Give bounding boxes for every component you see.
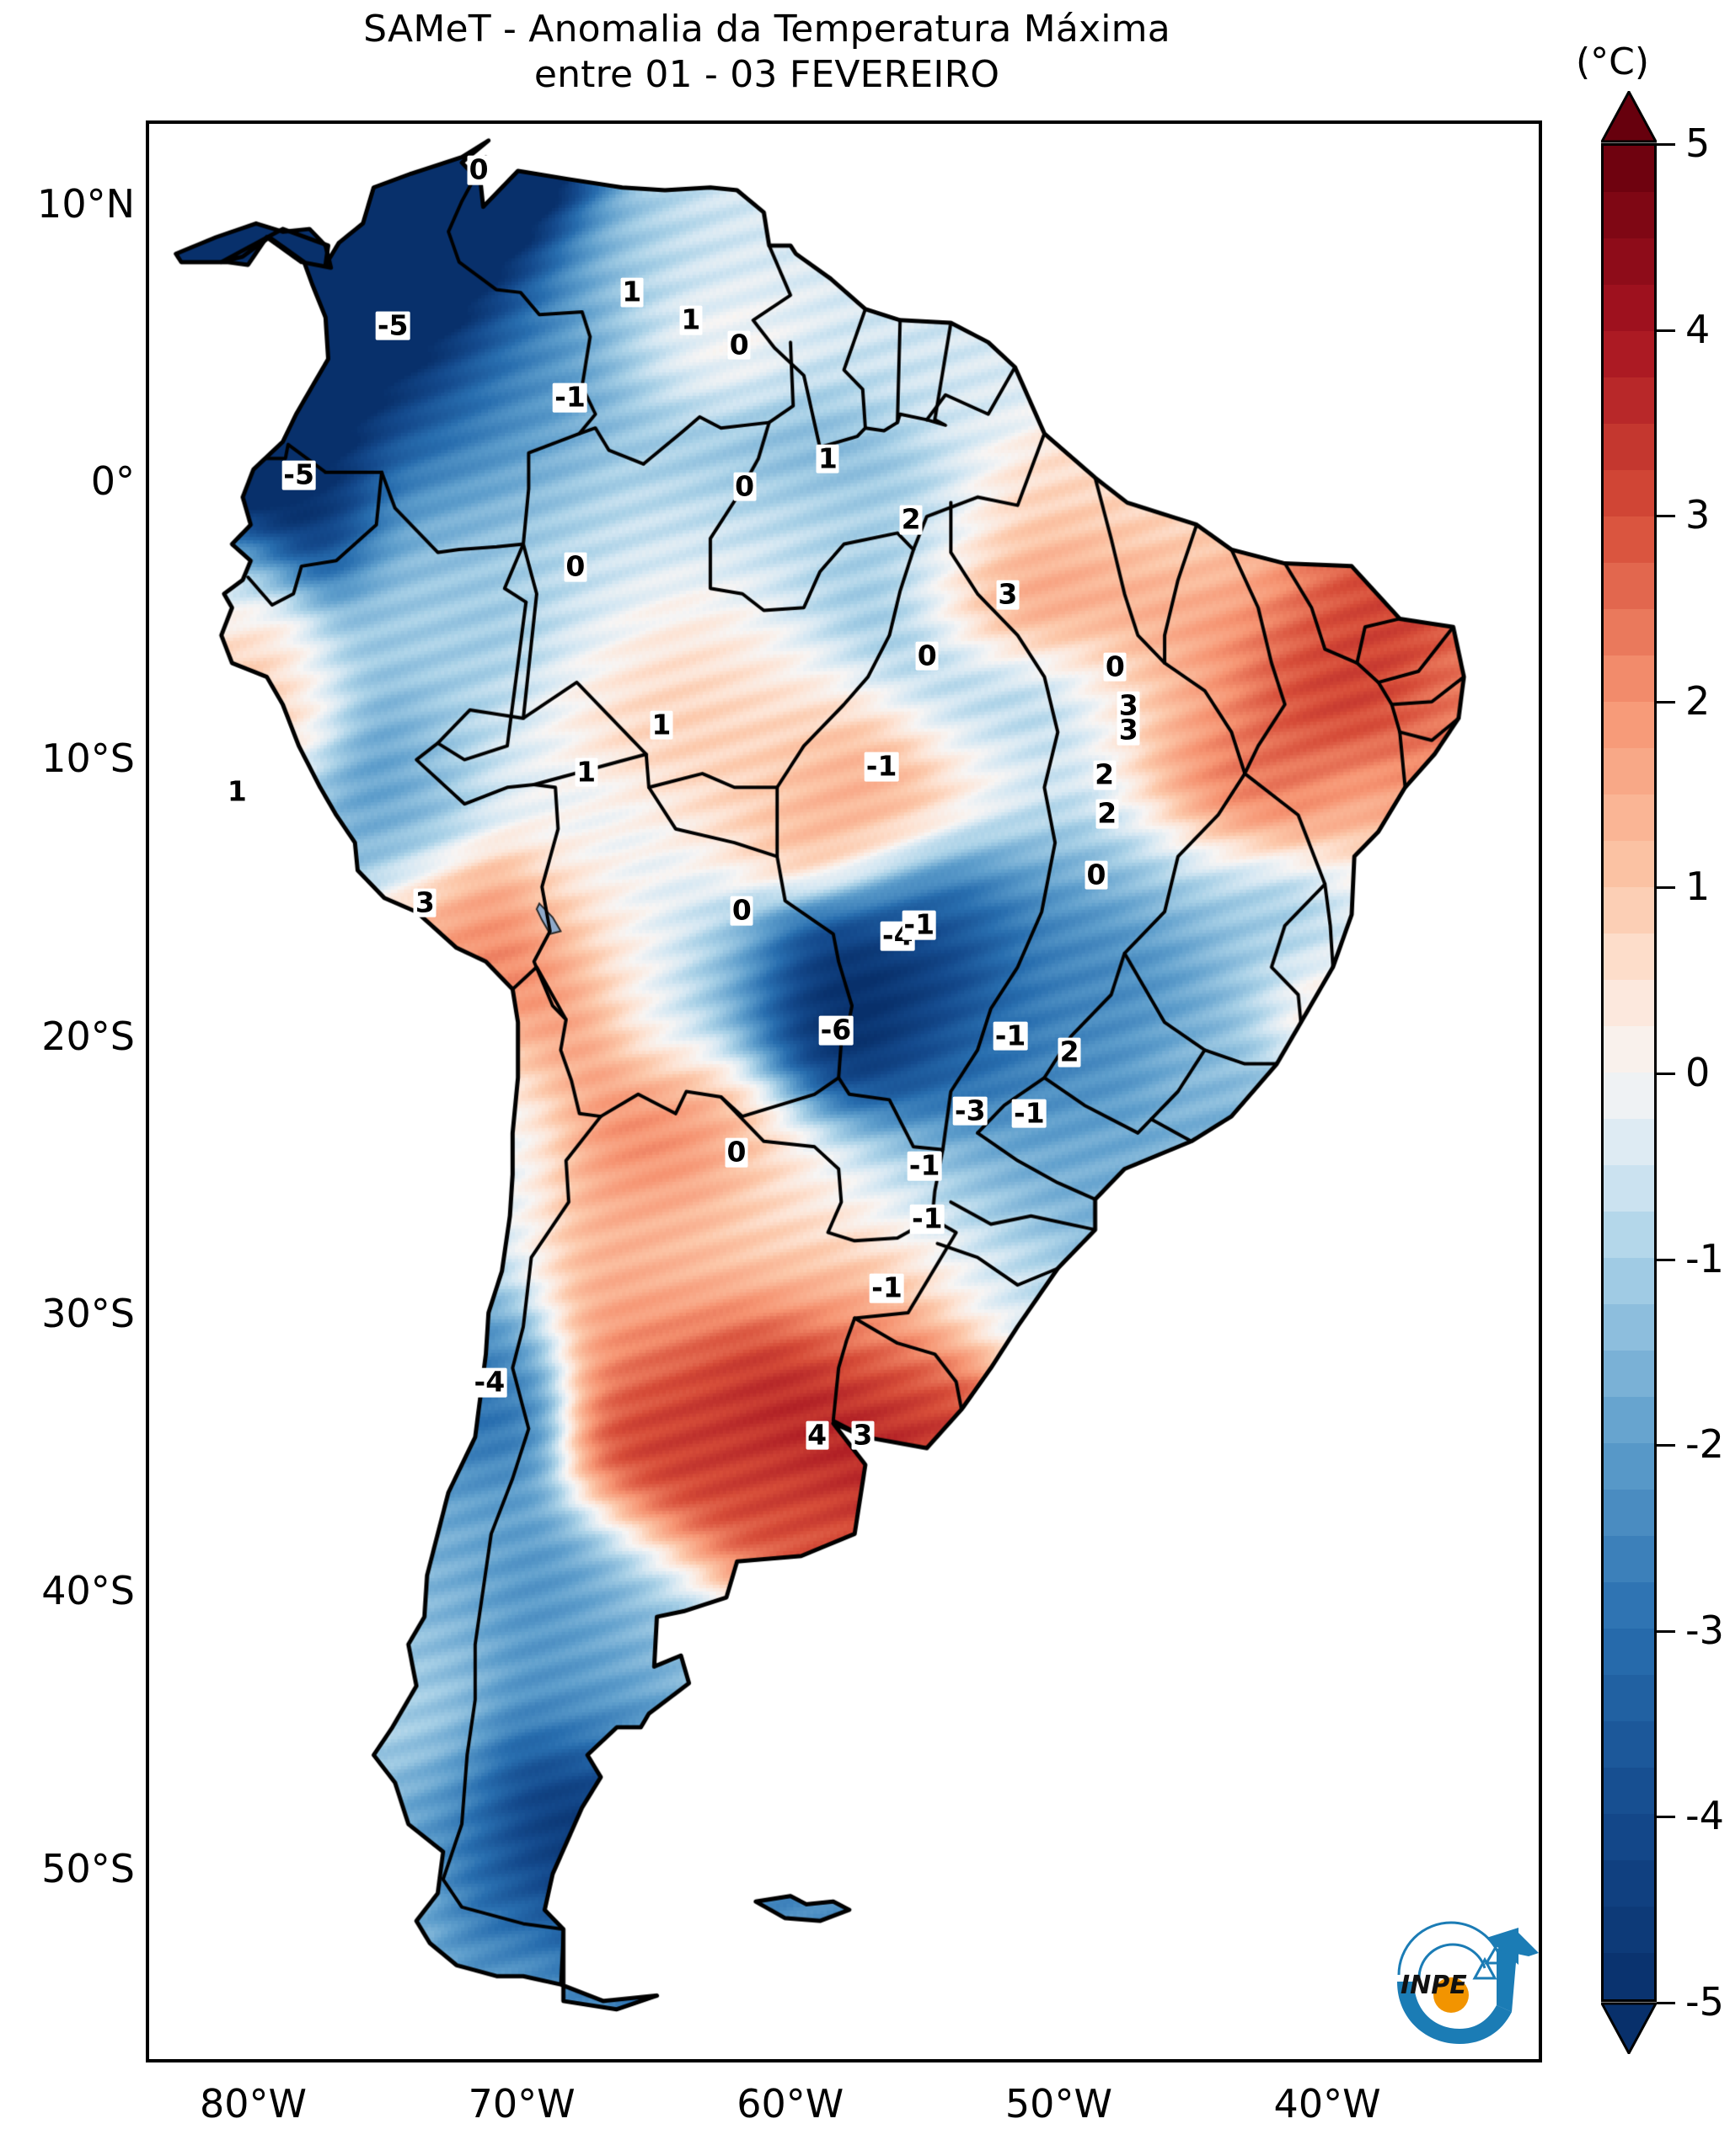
lon-tick-label: 50°W xyxy=(1004,2081,1112,2127)
colorbar-tick-label: 4 xyxy=(1685,306,1711,352)
contour-label: 0 xyxy=(467,152,490,186)
title-line-1: SAMeT - Anomalia da Temperatura Máxima xyxy=(363,8,1170,51)
contour-label: 1 xyxy=(679,302,703,336)
contour-label: 3 xyxy=(996,577,1020,611)
lon-tick-label: 60°W xyxy=(736,2081,844,2127)
colorbar-tick-label: 2 xyxy=(1685,677,1711,724)
colorbar-tick-label: 3 xyxy=(1685,492,1711,538)
lat-tick-label: 30°S xyxy=(41,1290,135,1336)
colorbar-tick-label: -1 xyxy=(1685,1235,1724,1281)
contour-label: 1 xyxy=(575,755,598,789)
colorbar-gradient xyxy=(1601,143,1657,2002)
colorbar-tick-label: -5 xyxy=(1685,1979,1724,2025)
lon-tick-label: 70°W xyxy=(468,2081,576,2127)
lon-tick-label: 80°W xyxy=(199,2081,307,2127)
colorbar-tick xyxy=(1657,2002,1675,2004)
contour-label: 0 xyxy=(725,1135,748,1169)
contour-label: 0 xyxy=(1085,858,1108,891)
contour-label: 1 xyxy=(816,441,839,475)
contour-label: -1 xyxy=(907,1149,942,1183)
contour-label: 3 xyxy=(1117,688,1140,722)
contour-label: -1 xyxy=(909,1201,945,1235)
contour-label: 2 xyxy=(899,502,923,536)
contour-label: -1 xyxy=(902,907,937,941)
contour-label: -3 xyxy=(952,1094,988,1127)
colorbar-tick xyxy=(1657,1629,1675,1633)
colorbar-tick-label: -3 xyxy=(1685,1607,1724,1653)
contour-label: 1 xyxy=(620,275,644,308)
colorbar-unit-label: (°C) xyxy=(1576,40,1650,83)
colorbar-tick xyxy=(1657,1444,1675,1447)
colorbar-tick-label: -2 xyxy=(1685,1421,1724,1468)
contour-label: 0 xyxy=(733,469,757,503)
colorbar-tick xyxy=(1657,143,1675,146)
colorbar-tick-label: 1 xyxy=(1685,864,1711,910)
contour-label: 0 xyxy=(730,894,753,928)
lat-tick-label: 50°S xyxy=(41,1845,135,1891)
contour-label: -4 xyxy=(472,1365,507,1399)
colorbar-tick-label: -4 xyxy=(1685,1793,1724,1839)
map-plot-area xyxy=(146,120,1542,2062)
inpe-logo: INPE xyxy=(1397,1921,1539,2044)
colorbar-tick xyxy=(1657,329,1675,332)
contour-label: 3 xyxy=(1117,714,1140,747)
temperature-anomaly-heatmap xyxy=(149,124,1539,2059)
contour-label: -1 xyxy=(870,1271,904,1304)
contour-label: -1 xyxy=(1012,1096,1047,1130)
colorbar-tick-label: 5 xyxy=(1685,120,1711,166)
contour-label: 0 xyxy=(564,549,587,583)
colorbar-min-extend-arrow xyxy=(1601,2002,1657,2054)
lat-tick-label: 10°S xyxy=(41,736,135,782)
title-line-2: entre 01 - 03 FEVEREIRO xyxy=(533,52,1000,96)
lat-tick-label: 40°S xyxy=(41,1568,135,1614)
colorbar-tick xyxy=(1657,700,1675,704)
contour-label: 2 xyxy=(1095,796,1119,830)
contour-label: -6 xyxy=(818,1013,854,1046)
colorbar[interactable]: 5 4 3 2 1 0 -1 -2 -3 -4 -5 xyxy=(1601,91,1724,2054)
contour-label: -1 xyxy=(553,380,587,414)
page-title: SAMeT - Anomalia da Temperatura Máxima e… xyxy=(0,7,1534,97)
lon-tick-label: 40°W xyxy=(1273,2081,1381,2127)
lat-tick-label: 10°N xyxy=(37,180,135,227)
lat-tick-label: 0° xyxy=(90,458,135,505)
contour-label: 4 xyxy=(806,1418,829,1452)
colorbar-tick xyxy=(1657,1258,1675,1261)
lat-tick-label: 20°S xyxy=(41,1013,135,1059)
colorbar-tick-label: 0 xyxy=(1685,1050,1711,1095)
contour-label: 3 xyxy=(413,885,437,919)
contour-label: 0 xyxy=(915,639,939,672)
inpe-logo-text: INPE xyxy=(1401,1971,1467,2000)
colorbar-tick xyxy=(1657,1816,1675,1819)
contour-label: -5 xyxy=(281,458,316,492)
contour-label: 2 xyxy=(1093,757,1117,791)
contour-label: -1 xyxy=(864,749,899,783)
colorbar-tick xyxy=(1657,515,1675,518)
contour-label: 2 xyxy=(1058,1035,1081,1069)
contour-label: -5 xyxy=(375,308,410,342)
contour-label: 1 xyxy=(650,708,673,741)
colorbar-max-extend-arrow xyxy=(1601,91,1657,143)
contour-label: 3 xyxy=(851,1418,875,1452)
colorbar-tick xyxy=(1657,886,1675,890)
contour-label: 1 xyxy=(225,774,249,808)
contour-label: 0 xyxy=(727,328,751,361)
contour-label: 0 xyxy=(1103,650,1127,683)
contour-label: -1 xyxy=(993,1019,1028,1052)
colorbar-tick xyxy=(1657,1073,1675,1075)
